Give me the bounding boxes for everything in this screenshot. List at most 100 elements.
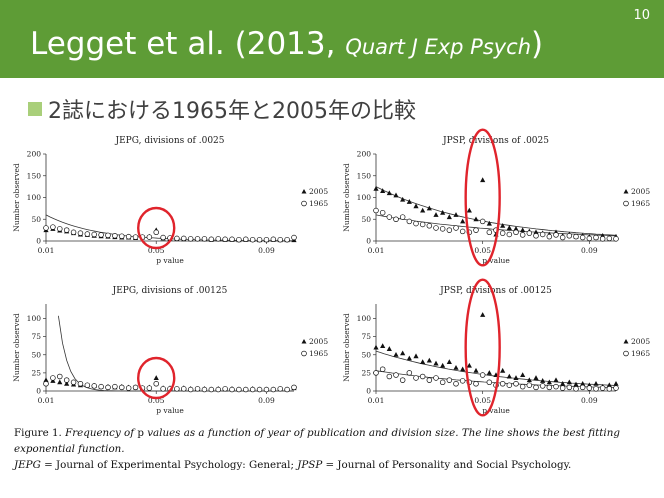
point-1965	[453, 381, 459, 387]
point-2005	[520, 227, 526, 233]
point-1965	[426, 223, 433, 229]
legend-label: 2005	[309, 187, 328, 196]
point-1965	[291, 384, 297, 391]
point-1965	[559, 385, 566, 391]
point-2005	[520, 372, 526, 378]
point-1965	[263, 236, 270, 243]
point-2005	[473, 216, 479, 222]
point-2005	[426, 205, 432, 211]
point-2005	[393, 192, 399, 198]
point-1965	[446, 227, 453, 233]
point-2005	[420, 207, 426, 213]
point-2005	[380, 343, 386, 349]
point-2005	[573, 381, 579, 387]
caption-fig-label: Figure 1.	[14, 427, 62, 439]
point-1965	[50, 375, 56, 381]
point-1965	[386, 373, 393, 380]
point-2005	[373, 186, 379, 191]
point-2005	[380, 188, 386, 193]
point-2005	[440, 209, 446, 215]
title-journal: Quart J Exp Psych	[345, 35, 532, 59]
point-2005	[413, 353, 419, 359]
y-tick-label: 200	[357, 150, 372, 159]
point-2005	[57, 379, 63, 385]
slide-number: 10	[633, 8, 650, 23]
figure-caption: Figure 1. Frequency of p values as a fun…	[14, 425, 664, 473]
legend-marker-1965	[623, 200, 629, 207]
y-tick-label: 75	[31, 332, 41, 341]
point-1965	[43, 225, 49, 231]
chart-title: JEPG, divisions of .00125	[112, 286, 228, 296]
fit-curve-1	[375, 350, 617, 386]
point-1965	[566, 233, 573, 239]
point-1965	[181, 235, 187, 242]
y-tick-label: 0	[366, 237, 371, 246]
x-axis-label: p value	[482, 406, 510, 415]
point-2005	[513, 375, 519, 380]
point-1965	[413, 220, 419, 227]
legend-marker-2005	[301, 189, 307, 194]
point-1965	[559, 234, 566, 241]
point-1965	[546, 233, 553, 240]
point-1965	[229, 236, 235, 243]
y-tick-label: 50	[31, 215, 41, 224]
point-2005	[453, 212, 459, 217]
point-1965	[413, 375, 419, 381]
point-1965	[406, 218, 413, 225]
point-2005	[64, 380, 70, 386]
point-1965	[519, 232, 526, 238]
title-end: )	[531, 26, 544, 62]
point-1965	[112, 383, 118, 390]
chart-panel-4: JPSP, divisions of .00125 0 25 50 75 100 0.01 0…	[342, 278, 650, 417]
point-2005	[466, 207, 472, 213]
y-tick-label: 100	[27, 193, 42, 202]
y-tick-label: 25	[31, 368, 41, 377]
highlight-ellipse	[464, 128, 501, 267]
point-1965	[270, 386, 277, 393]
point-1965	[613, 385, 619, 391]
point-1965	[236, 236, 242, 243]
y-axis-label: Number observed	[12, 313, 21, 382]
point-1965	[194, 386, 201, 392]
y-tick-label: 100	[357, 314, 372, 323]
x-tick-label: 0.05	[474, 246, 491, 255]
point-1965	[486, 229, 493, 236]
point-2005	[386, 346, 392, 351]
point-1965	[473, 227, 479, 233]
x-tick-label: 0.09	[258, 396, 275, 405]
point-1965	[533, 384, 539, 391]
point-1965	[153, 381, 159, 387]
point-2005	[43, 377, 49, 383]
legend-marker-1965	[301, 200, 307, 207]
point-2005	[400, 350, 406, 356]
point-1965	[194, 236, 201, 242]
point-1965	[606, 386, 613, 392]
point-1965	[399, 377, 406, 383]
point-1965	[426, 377, 433, 383]
legend-marker-1965	[623, 350, 629, 357]
point-1965	[229, 386, 235, 393]
legend-label: 2005	[631, 337, 650, 346]
point-2005	[460, 366, 466, 372]
point-1965	[599, 236, 606, 242]
point-1965	[479, 218, 486, 225]
point-1965	[586, 235, 593, 242]
caption-jepg-def: = Journal of Experimental Psychology: Ge…	[44, 459, 294, 471]
legend-label: 2005	[631, 187, 650, 196]
point-1965	[579, 234, 586, 241]
point-2005	[500, 222, 506, 228]
bullet-text: 2誌における1965年と2005年の比較	[48, 99, 416, 124]
point-1965	[386, 214, 393, 220]
point-1965	[446, 377, 453, 383]
point-2005	[566, 379, 572, 385]
point-1965	[174, 386, 180, 392]
point-1965	[57, 226, 63, 232]
point-2005	[606, 382, 612, 388]
point-1965	[419, 373, 426, 380]
point-1965	[125, 385, 132, 391]
point-2005	[553, 377, 559, 383]
x-axis-label: p value	[156, 406, 184, 415]
point-1965	[270, 236, 277, 243]
point-1965	[566, 384, 573, 391]
legend-label: 1965	[631, 199, 650, 208]
